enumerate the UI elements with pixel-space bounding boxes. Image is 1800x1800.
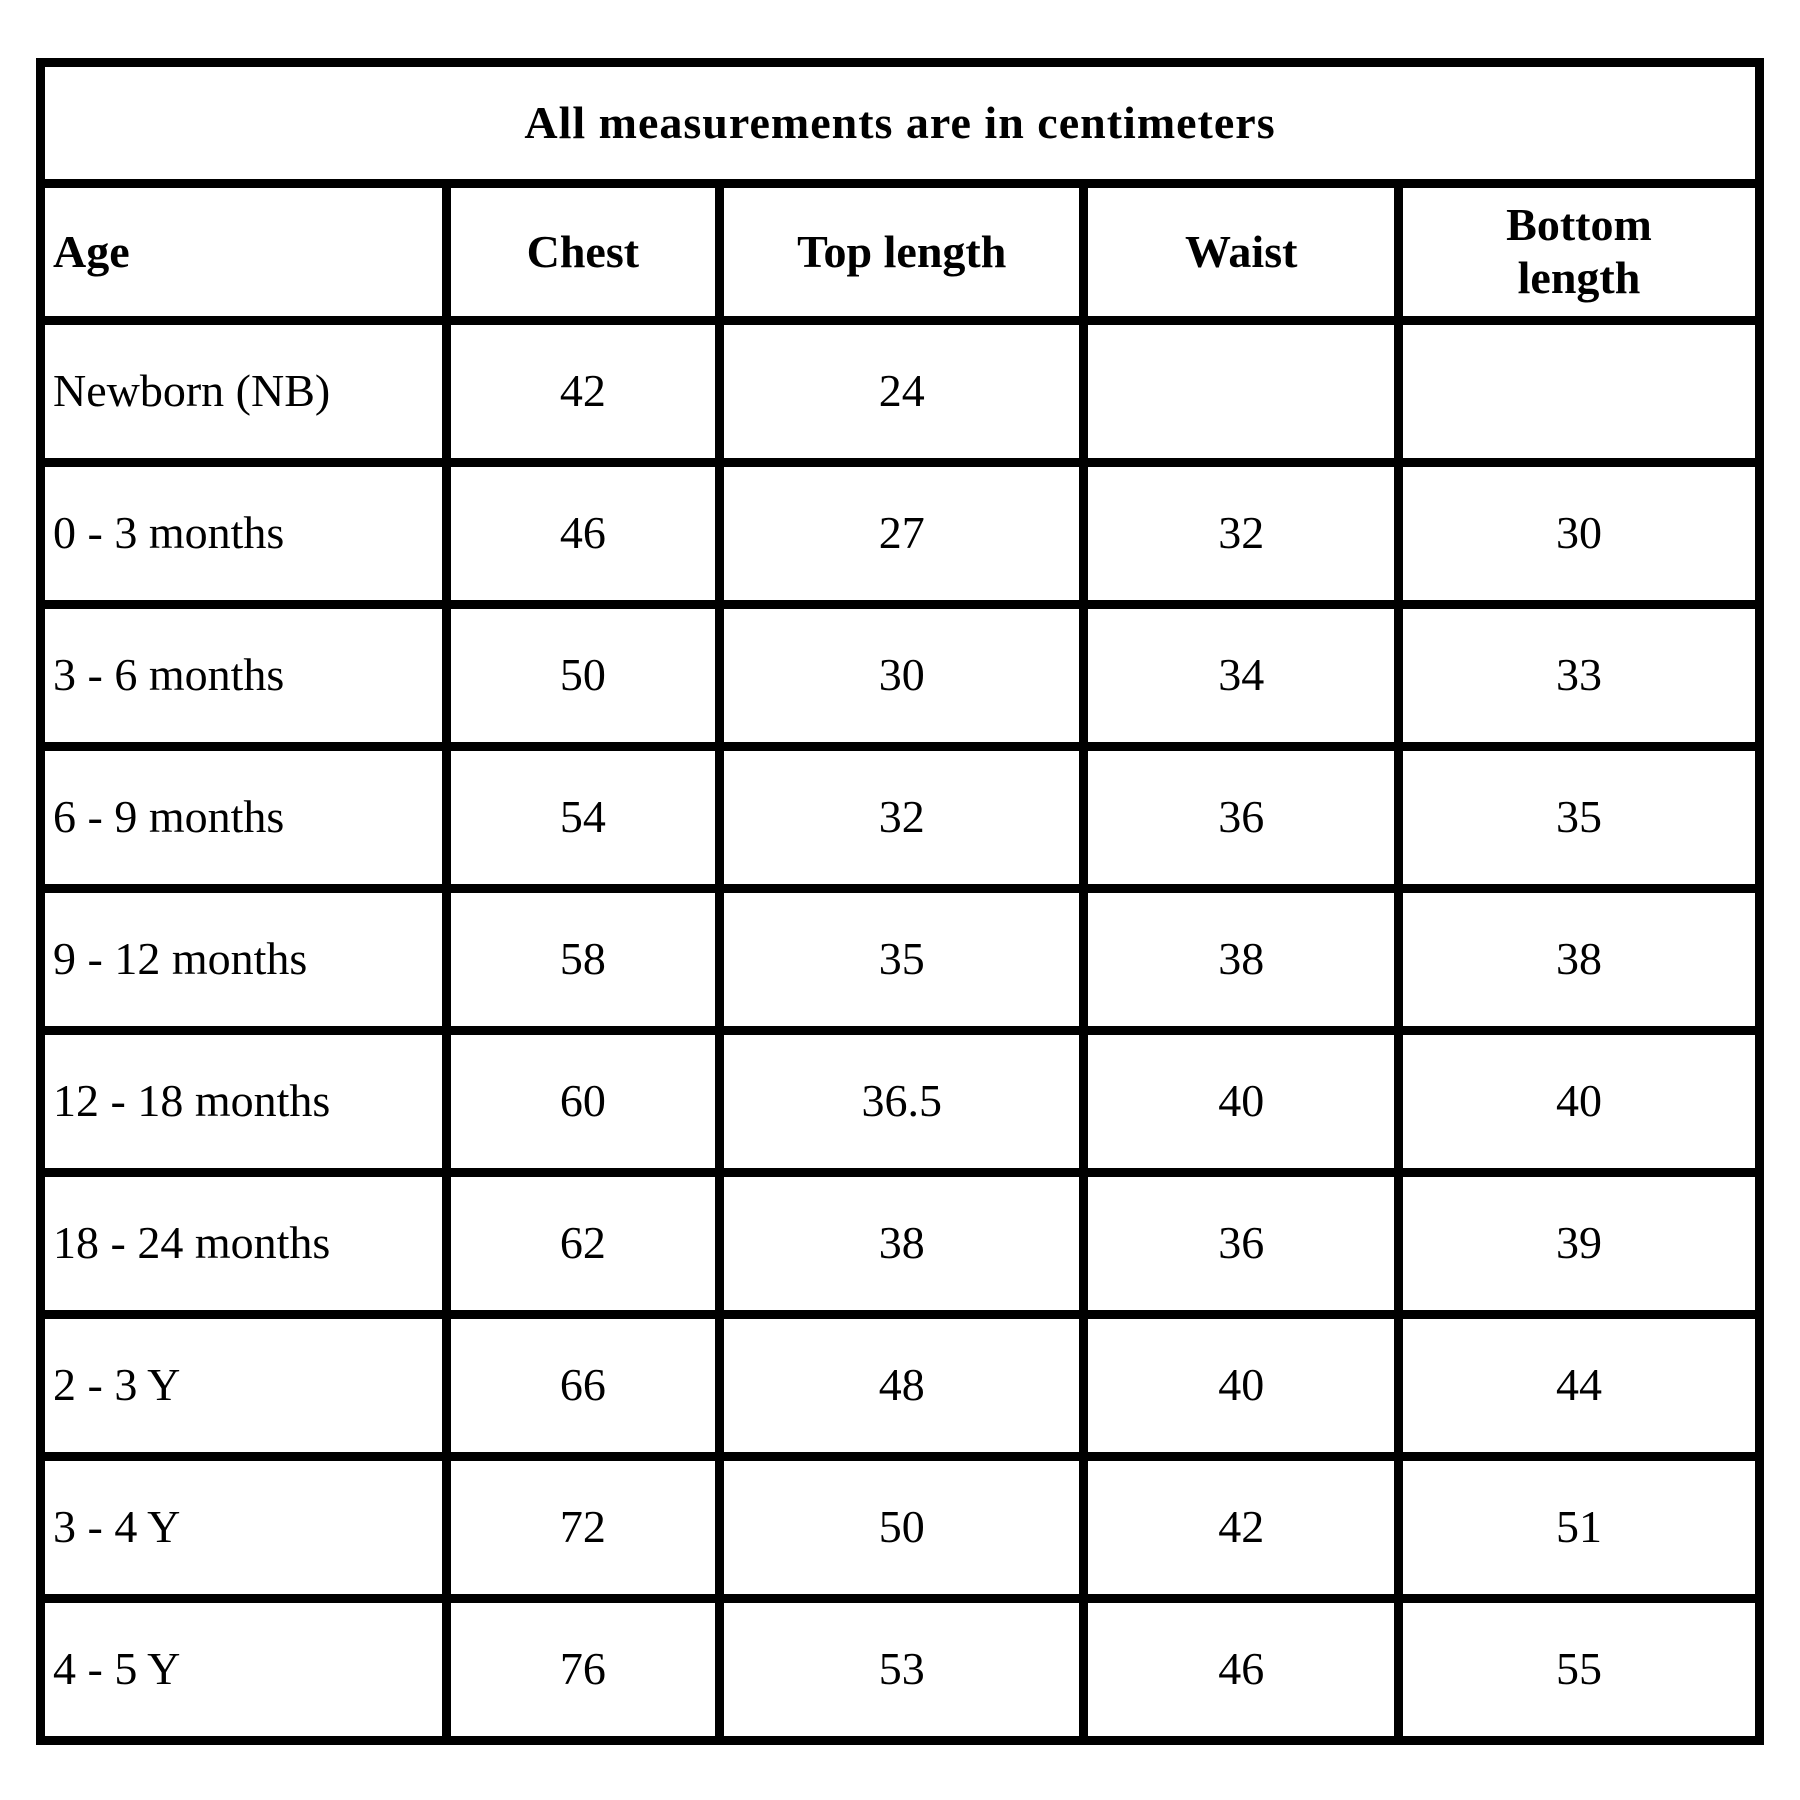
cell-age: 4 - 5 Y bbox=[36, 1594, 451, 1745]
cell-chest: 72 bbox=[441, 1452, 724, 1603]
cell-age: 2 - 3 Y bbox=[36, 1310, 451, 1461]
cell-age: Newborn (NB) bbox=[36, 316, 451, 467]
cell-bottom-length: 40 bbox=[1393, 1026, 1765, 1177]
table-row-0-3-months: 0 - 3 months 46 27 32 30 bbox=[36, 458, 1765, 609]
table-row-3-4-y: 3 - 4 Y 72 50 42 51 bbox=[36, 1452, 1765, 1603]
cell-chest: 46 bbox=[441, 458, 724, 609]
cell-top-length: 48 bbox=[714, 1310, 1089, 1461]
cell-waist: 46 bbox=[1079, 1594, 1403, 1745]
table-row-newborn: Newborn (NB) 42 24 bbox=[36, 316, 1765, 467]
cell-chest: 54 bbox=[441, 742, 724, 893]
cell-age: 0 - 3 months bbox=[36, 458, 451, 609]
column-header-bottom-length: Bottom length bbox=[1393, 179, 1765, 325]
cell-chest: 58 bbox=[441, 884, 724, 1035]
column-header-chest: Chest bbox=[441, 179, 724, 325]
table-row-18-24-months: 18 - 24 months 62 38 36 39 bbox=[36, 1168, 1765, 1319]
cell-waist bbox=[1079, 316, 1403, 467]
cell-waist: 36 bbox=[1079, 1168, 1403, 1319]
cell-chest: 66 bbox=[441, 1310, 724, 1461]
cell-top-length: 50 bbox=[714, 1452, 1089, 1603]
cell-top-length: 36.5 bbox=[714, 1026, 1089, 1177]
cell-top-length: 30 bbox=[714, 600, 1089, 751]
cell-waist: 36 bbox=[1079, 742, 1403, 893]
cell-bottom-length: 33 bbox=[1393, 600, 1765, 751]
size-chart-table: All measurements are in centimeters Age … bbox=[36, 58, 1765, 1745]
cell-bottom-length: 44 bbox=[1393, 1310, 1765, 1461]
cell-bottom-length: 51 bbox=[1393, 1452, 1765, 1603]
cell-bottom-length: 35 bbox=[1393, 742, 1765, 893]
cell-age: 3 - 6 months bbox=[36, 600, 451, 751]
cell-age: 18 - 24 months bbox=[36, 1168, 451, 1319]
table-row-12-18-months: 12 - 18 months 60 36.5 40 40 bbox=[36, 1026, 1765, 1177]
cell-age: 9 - 12 months bbox=[36, 884, 451, 1035]
table-row-2-3-y: 2 - 3 Y 66 48 40 44 bbox=[36, 1310, 1765, 1461]
cell-top-length: 24 bbox=[714, 316, 1089, 467]
cell-top-length: 32 bbox=[714, 742, 1089, 893]
cell-bottom-length: 30 bbox=[1393, 458, 1765, 609]
cell-bottom-length: 39 bbox=[1393, 1168, 1765, 1319]
cell-top-length: 27 bbox=[714, 458, 1089, 609]
table-row-6-9-months: 6 - 9 months 54 32 36 35 bbox=[36, 742, 1765, 893]
cell-chest: 60 bbox=[441, 1026, 724, 1177]
table-row-3-6-months: 3 - 6 months 50 30 34 33 bbox=[36, 600, 1765, 751]
table-row-9-12-months: 9 - 12 months 58 35 38 38 bbox=[36, 884, 1765, 1035]
cell-waist: 34 bbox=[1079, 600, 1403, 751]
cell-bottom-length: 38 bbox=[1393, 884, 1765, 1035]
cell-waist: 38 bbox=[1079, 884, 1403, 1035]
cell-waist: 40 bbox=[1079, 1026, 1403, 1177]
cell-top-length: 35 bbox=[714, 884, 1089, 1035]
cell-bottom-length bbox=[1393, 316, 1765, 467]
cell-waist: 40 bbox=[1079, 1310, 1403, 1461]
cell-age: 6 - 9 months bbox=[36, 742, 451, 893]
column-header-age: Age bbox=[36, 179, 451, 325]
table-row-4-5-y: 4 - 5 Y 76 53 46 55 bbox=[36, 1594, 1765, 1745]
cell-chest: 76 bbox=[441, 1594, 724, 1745]
cell-chest: 42 bbox=[441, 316, 724, 467]
cell-top-length: 53 bbox=[714, 1594, 1089, 1745]
column-header-waist: Waist bbox=[1079, 179, 1403, 325]
column-header-top-length: Top length bbox=[714, 179, 1089, 325]
cell-bottom-length: 55 bbox=[1393, 1594, 1765, 1745]
table-header-row: Age Chest Top length Waist Bottom length bbox=[36, 179, 1765, 325]
cell-age: 12 - 18 months bbox=[36, 1026, 451, 1177]
table-title-row: All measurements are in centimeters bbox=[36, 58, 1764, 188]
cell-top-length: 38 bbox=[714, 1168, 1089, 1319]
cell-chest: 50 bbox=[441, 600, 724, 751]
cell-chest: 62 bbox=[441, 1168, 724, 1319]
cell-waist: 42 bbox=[1079, 1452, 1403, 1603]
column-header-bottom-length-label: Bottom length bbox=[1506, 199, 1652, 303]
cell-age: 3 - 4 Y bbox=[36, 1452, 451, 1603]
cell-waist: 32 bbox=[1079, 458, 1403, 609]
table-title: All measurements are in centimeters bbox=[36, 58, 1764, 188]
